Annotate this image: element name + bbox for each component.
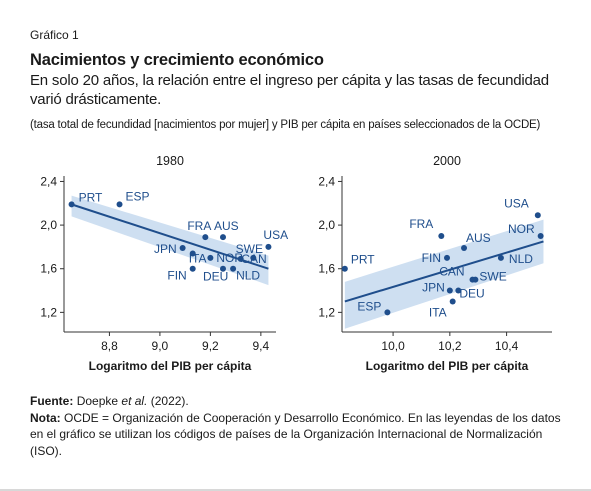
data-point-1-usa	[534, 212, 541, 219]
data-point-1-jpn	[446, 287, 453, 294]
figure-label: Gráfico 1	[30, 28, 79, 42]
data-point-1-nld	[497, 254, 504, 261]
source-line: Fuente: Doepke et al. (2022).	[30, 393, 570, 410]
point-label-1-fra: FRA	[409, 217, 433, 231]
y-tick-label-1-1: 1,6	[318, 262, 335, 276]
panel-title-1: 2000	[433, 154, 461, 168]
data-point-1-esp	[384, 309, 391, 316]
y-tick-label-0-1: 1,6	[40, 262, 57, 276]
data-point-1-deu	[455, 287, 462, 294]
x-tick-label-1-2: 10,4	[495, 339, 519, 353]
point-label-1-fin: FIN	[422, 251, 441, 265]
y-tick-label-1-0: 1,2	[318, 305, 335, 319]
point-label-0-fin: FIN	[167, 269, 186, 283]
y-tick-label-1-3: 2,4	[318, 174, 335, 188]
point-label-0-nor: NOR	[216, 251, 243, 265]
point-label-1-deu: DEU	[459, 287, 484, 301]
confidence-band-1	[344, 219, 544, 329]
x-tick-label-0-0: 8,8	[101, 339, 118, 353]
data-point-1-can	[469, 276, 476, 283]
point-label-1-nor: NOR	[508, 222, 535, 236]
data-point-0-swe	[237, 255, 244, 262]
data-point-0-esp	[116, 201, 123, 208]
point-label-1-jpn: JPN	[422, 281, 445, 295]
data-point-0-jpn	[179, 245, 186, 251]
point-label-1-can: CAN	[439, 265, 464, 279]
data-point-0-deu	[220, 265, 226, 272]
data-point-0-prt	[68, 201, 75, 208]
point-label-1-prt: PRT	[351, 253, 375, 267]
point-label-0-deu: DEU	[203, 270, 228, 284]
point-label-0-jpn: JPN	[154, 242, 177, 256]
source-text-pre: Doepke	[76, 394, 122, 408]
trend-line-1	[344, 240, 544, 303]
x-tick-label-1-1: 10,2	[438, 339, 462, 353]
source-text-post: (2022).	[147, 394, 189, 408]
point-label-0-can: CAN	[241, 252, 266, 266]
data-point-0-fin	[189, 265, 196, 272]
data-point-1-ita	[449, 298, 456, 305]
chart-title: Nacimientos y crecimiento económico	[30, 51, 324, 69]
y-tick-label-0-0: 1,2	[40, 305, 57, 319]
point-label-1-nld: NLD	[509, 252, 533, 266]
data-point-1-prt	[341, 265, 348, 272]
source-text-em: et al.	[121, 394, 148, 408]
point-label-0-esp: ESP	[126, 189, 150, 203]
note-line: Nota: OCDE = Organización de Cooperación…	[30, 410, 570, 460]
point-label-1-usa: USA	[504, 196, 529, 210]
point-label-0-prt: PRT	[79, 190, 103, 204]
x-tick-label-0-3: 9,4	[253, 339, 270, 353]
y-tick-label-0-3: 2,4	[40, 174, 57, 188]
point-label-0-ita: ITA	[189, 251, 207, 265]
point-label-1-aus: AUS	[466, 231, 491, 245]
x-tick-label-0-1: 9,0	[152, 339, 169, 353]
note-text: OCDE = Organización de Cooperación y Des…	[30, 410, 561, 458]
data-point-0-can	[250, 254, 257, 261]
point-label-0-nld: NLD	[236, 269, 260, 283]
x-tick-label-0-2: 9,2	[202, 339, 219, 353]
point-label-1-esp: ESP	[357, 299, 381, 313]
data-point-0-fra	[202, 234, 209, 241]
trend-line-0	[71, 203, 269, 270]
chart-subtitle: En solo 20 años, la relación entre el in…	[30, 72, 549, 108]
chart-units-note: (tasa total de fecundidad [nacimientos p…	[30, 119, 541, 131]
confidence-band-0	[71, 195, 269, 286]
panel-title-0: 1980	[156, 154, 184, 168]
data-point-1-fra	[438, 233, 445, 239]
data-point-0-ita	[189, 250, 196, 257]
x-tick-label-1-0: 10,0	[381, 339, 405, 353]
point-label-0-fra: FRA	[187, 219, 211, 233]
data-point-1-fin	[444, 254, 450, 261]
data-point-0-aus	[220, 234, 226, 241]
x-axis-label-0: Logaritmo del PIB per cápita	[89, 359, 252, 373]
data-point-0-nor	[207, 254, 214, 261]
point-label-1-swe: SWE	[479, 270, 506, 284]
data-point-0-usa	[265, 243, 272, 250]
y-tick-label-0-2: 2,0	[40, 218, 57, 232]
data-point-1-nor	[537, 233, 544, 239]
data-point-0-nld	[230, 265, 237, 272]
note-label: Nota:	[30, 410, 61, 425]
point-label-0-swe: SWE	[236, 242, 263, 256]
point-label-0-usa: USA	[263, 228, 288, 242]
chart-footer: Fuente: Doepke et al. (2022). Nota: OCDE…	[30, 393, 570, 459]
source-label: Fuente:	[30, 394, 74, 408]
point-label-0-aus: AUS	[214, 219, 239, 233]
data-point-1-aus	[461, 245, 468, 251]
x-axis-label-1: Logaritmo del PIB per cápita	[366, 359, 529, 373]
bottom-rule	[0, 489, 591, 491]
point-label-1-ita: ITA	[429, 305, 447, 319]
y-tick-label-1-2: 2,0	[318, 218, 335, 232]
